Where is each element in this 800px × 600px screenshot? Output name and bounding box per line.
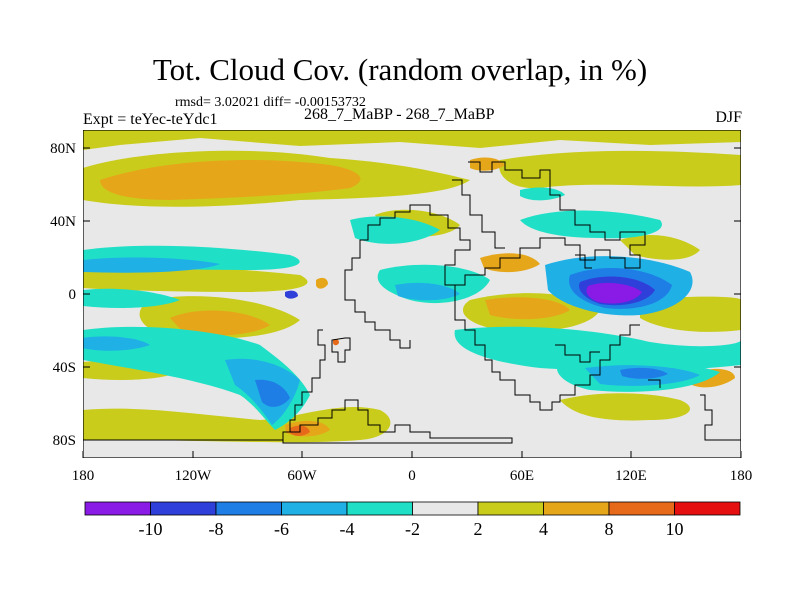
experiment-label: Expt = teYec-teYdc1	[83, 111, 218, 128]
colorbar-label: -4	[340, 519, 355, 539]
land-outlines	[83, 161, 741, 444]
lat-label: 80N	[50, 141, 76, 157]
colorbar-label: 10	[666, 519, 684, 539]
lon-labels: 180 120W 60W 0 60E 120E 180	[72, 468, 753, 484]
colorbar-swatch	[150, 501, 217, 516]
colorbar-label: -10	[139, 519, 163, 539]
lat-labels: 80N 40N 0 40S 80S	[50, 141, 76, 449]
lon-label: 120E	[615, 468, 647, 484]
cloud-cover-field	[83, 130, 741, 458]
period-label: 268_7_MaBP - 268_7_MaBP	[304, 106, 495, 123]
colorbar-swatch	[281, 501, 348, 516]
colorbar-swatch	[608, 501, 675, 516]
colorbar-label: -2	[405, 519, 420, 539]
lat-label: 80S	[53, 433, 76, 449]
lon-label: 60E	[510, 468, 534, 484]
negative-anomaly-below-10	[586, 282, 642, 304]
map-title: Tot. Cloud Cov. (random overlap, in %)	[152, 52, 648, 87]
lat-tick-marks	[83, 147, 741, 441]
colorbar-swatch	[674, 501, 741, 516]
lat-label: 0	[69, 287, 77, 303]
lon-label: 120W	[175, 468, 213, 484]
colorbar	[84, 501, 741, 516]
lon-label: 0	[408, 468, 416, 484]
colorbar-label: 4	[539, 519, 548, 539]
lon-tick-marks	[82, 451, 742, 458]
colorbar-swatch	[346, 501, 413, 516]
lon-label: 180	[72, 468, 95, 484]
lat-label: 40S	[53, 360, 76, 376]
colorbar-swatch	[477, 501, 544, 516]
colorbar-swatch	[412, 501, 479, 516]
positive-anomaly-4-8	[100, 157, 735, 437]
season-label: DJF	[715, 109, 742, 126]
negative-anomaly-2-4	[83, 187, 741, 430]
colorbar-swatch	[215, 501, 282, 516]
colorbar-label: -8	[209, 519, 224, 539]
colorbar-label: 2	[474, 519, 483, 539]
colorbar-label: 8	[605, 519, 614, 539]
colorbar-labels: -10 -8 -6 -4 -2 2 4 8 10	[139, 519, 684, 539]
colorbar-swatch	[84, 501, 151, 516]
stats-label: rmsd= 3.02021 diff= -0.00153732	[175, 95, 366, 110]
lon-label: 60W	[287, 468, 317, 484]
colorbar-label: -6	[274, 519, 289, 539]
lon-label: 180	[730, 468, 753, 484]
lat-label: 40N	[50, 214, 76, 230]
colorbar-swatch	[543, 501, 610, 516]
